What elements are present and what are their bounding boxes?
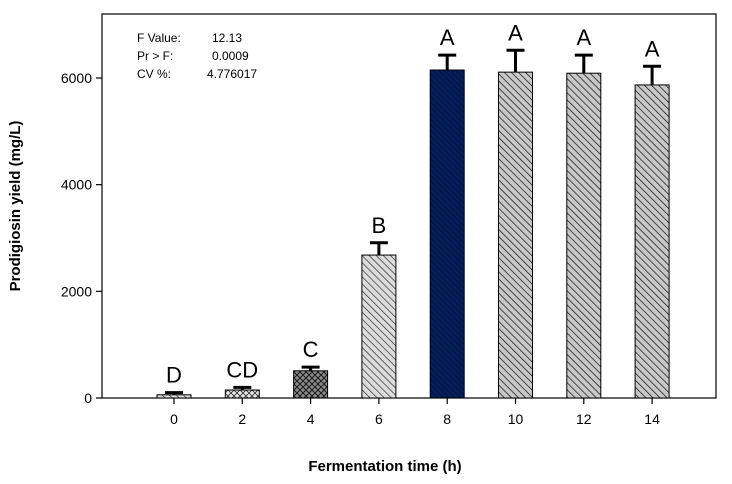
p-value: 0.0009 bbox=[212, 49, 249, 63]
y-tick-label: 6000 bbox=[61, 70, 92, 86]
x-tick-label: 0 bbox=[170, 411, 178, 427]
significance-letter: A bbox=[440, 25, 455, 50]
x-tick-label: 10 bbox=[508, 411, 524, 427]
significance-letter: C bbox=[303, 337, 319, 362]
significance-letter: A bbox=[645, 36, 660, 61]
x-tick-label: 14 bbox=[644, 411, 660, 427]
bar bbox=[429, 69, 465, 399]
y-tick-label: 4000 bbox=[61, 177, 92, 193]
bar bbox=[498, 71, 533, 399]
cv-label: CV %: bbox=[137, 67, 171, 81]
bars: D CD C B A A A A bbox=[156, 20, 670, 399]
bar bbox=[566, 72, 602, 399]
x-tick-label: 4 bbox=[307, 411, 315, 427]
plot-area-frame bbox=[101, 13, 717, 399]
significance-letter: CD bbox=[226, 357, 258, 382]
x-tick-label: 6 bbox=[375, 411, 383, 427]
p-value-label: Pr > F: bbox=[137, 49, 173, 63]
x-tick-label: 8 bbox=[443, 411, 451, 427]
x-axis-title: Fermentation time (h) bbox=[308, 458, 461, 475]
bar bbox=[224, 389, 260, 399]
x-axis: 0 2 4 6 8 10 12 14 bbox=[170, 398, 660, 427]
y-axis: 0 2000 4000 6000 bbox=[61, 70, 102, 406]
f-value-label: F Value: bbox=[137, 31, 181, 45]
cv-value: 4.776017 bbox=[207, 67, 257, 81]
anova-stats: F Value: 12.13 Pr > F: 0.0009 CV %: 4.77… bbox=[137, 31, 257, 81]
bar bbox=[156, 394, 192, 399]
f-value: 12.13 bbox=[212, 31, 242, 45]
y-tick-label: 2000 bbox=[61, 283, 92, 299]
bar bbox=[293, 370, 329, 399]
y-axis-title: Prodigiosin yield (mg/L) bbox=[7, 121, 24, 292]
significance-letter: A bbox=[576, 25, 591, 50]
bar bbox=[634, 84, 670, 399]
y-tick-label: 0 bbox=[84, 390, 92, 406]
x-tick-label: 12 bbox=[576, 411, 592, 427]
bar bbox=[361, 254, 397, 399]
significance-letter: A bbox=[508, 20, 523, 45]
significance-letter: D bbox=[166, 363, 182, 388]
x-tick-label: 2 bbox=[238, 411, 246, 427]
significance-letter: B bbox=[372, 213, 387, 238]
